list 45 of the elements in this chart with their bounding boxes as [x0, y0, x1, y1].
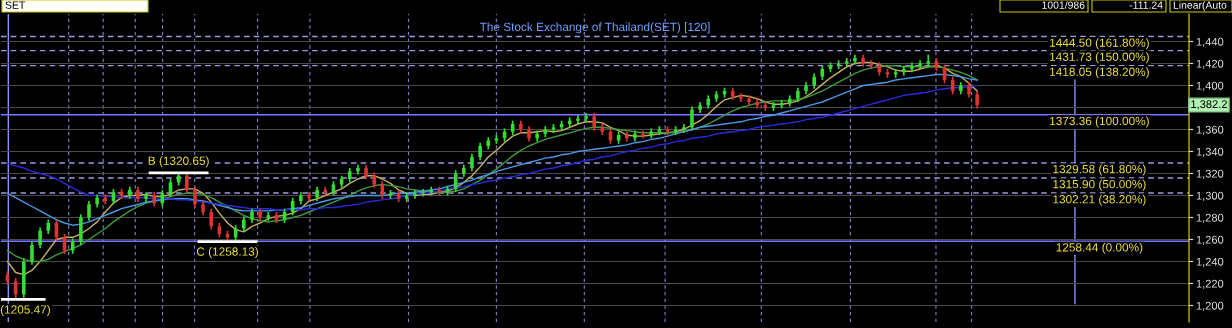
text: Linear(Auto: [1173, 1, 1227, 11]
candlestick: [38, 226, 42, 250]
ref-line-label: 1302.21 (38.20%): [1053, 194, 1146, 206]
candlestick: [682, 123, 686, 134]
candlestick: [184, 172, 189, 195]
y-tick-label: 1,220: [1196, 279, 1224, 289]
ref-line-label: 1431.73 (150.00%): [1050, 52, 1149, 64]
text: 1,382.2: [1191, 100, 1227, 110]
candlestick: [918, 59, 922, 70]
candlestick: [30, 240, 34, 266]
candlestick: [641, 129, 645, 140]
candlestick: [869, 59, 874, 70]
text: 1001/986: [1042, 1, 1085, 9]
candlestick: [413, 189, 417, 200]
text: The Stock Exchange of Thailand(SET) [120]: [479, 22, 710, 34]
y-tick-label: 1,340: [1196, 147, 1224, 157]
ref-line-label: 1444.50 (161.80%): [1050, 38, 1149, 50]
annotation: B (1320.65): [148, 156, 209, 168]
y-tick-label: 1,320: [1196, 169, 1224, 179]
text: SET: [5, 1, 26, 9]
y-tick-label: 1,440: [1196, 37, 1224, 47]
ref-line-label: 1315.90 (50.00%): [1053, 179, 1146, 191]
y-tick-label: 1,360: [1196, 125, 1224, 135]
y-tick-label: 1,420: [1196, 59, 1224, 69]
ref-line-label: 1418.05 (138.20%): [1050, 67, 1149, 79]
y-tick-label: 1,260: [1196, 235, 1224, 245]
candlestick: [739, 92, 743, 103]
annotation: C (1258.13): [196, 247, 258, 259]
y-tick-label: 1,400: [1196, 81, 1224, 91]
annotation: (1205.47): [0, 304, 50, 316]
candlestick: [926, 53, 931, 68]
ref-line-label: 1329.58 (61.80%): [1053, 164, 1146, 176]
text: -111.24: [1129, 1, 1163, 9]
candlestick: [209, 207, 214, 231]
candlestick: [690, 105, 694, 132]
ref-line-label: 1373.36 (100.00%): [1050, 116, 1149, 128]
candlestick: [87, 200, 91, 222]
y-tick-label: 1,280: [1196, 213, 1224, 223]
candlestick: [584, 112, 588, 123]
y-tick-label: 1,300: [1196, 191, 1224, 201]
ref-line-label: 1258.44 (0.00%): [1056, 242, 1143, 254]
candlestick: [193, 185, 197, 209]
y-tick-label: 1,240: [1196, 257, 1224, 267]
candlestick: [421, 188, 425, 198]
y-tick-label: 1,200: [1196, 301, 1224, 311]
